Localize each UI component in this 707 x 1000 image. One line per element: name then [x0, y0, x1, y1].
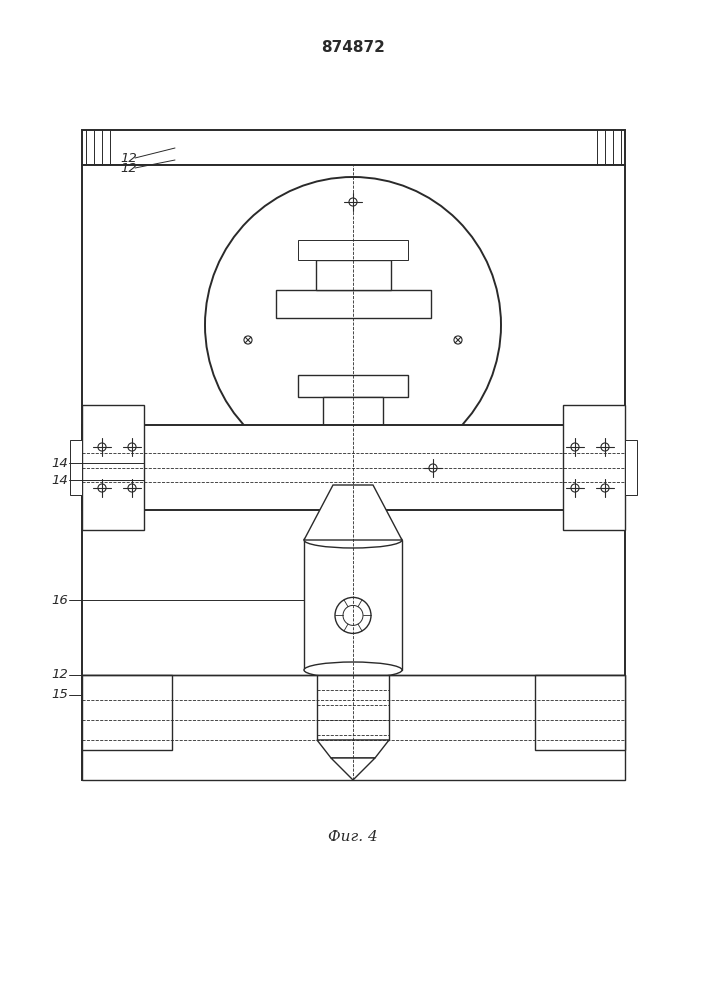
Bar	[82, 405, 144, 530]
Bar	[82, 675, 625, 780]
Text: 12: 12	[51, 668, 68, 682]
Text: 874872: 874872	[321, 39, 385, 54]
Bar	[535, 675, 625, 750]
Text: 14: 14	[51, 457, 68, 470]
Text: 16: 16	[51, 593, 68, 606]
Text: Фиг. 4: Фиг. 4	[328, 830, 378, 844]
Text: 12: 12	[120, 161, 136, 174]
Ellipse shape	[304, 662, 402, 678]
Bar	[323, 397, 383, 455]
Bar	[82, 425, 625, 510]
Bar	[304, 540, 402, 670]
Bar	[563, 405, 625, 530]
Bar	[317, 675, 389, 740]
Bar	[342, 455, 364, 485]
Text: 12: 12	[120, 151, 136, 164]
Bar	[82, 165, 625, 780]
Bar	[316, 260, 391, 290]
Polygon shape	[304, 485, 402, 540]
Bar	[82, 130, 625, 165]
Text: 14: 14	[51, 474, 68, 487]
Bar	[82, 675, 172, 750]
Polygon shape	[317, 740, 389, 758]
Ellipse shape	[304, 532, 402, 548]
Bar	[298, 375, 408, 397]
Polygon shape	[331, 758, 375, 780]
Bar	[298, 240, 408, 260]
Bar	[70, 440, 82, 495]
Bar	[276, 290, 431, 318]
Bar	[625, 440, 637, 495]
Text: 15: 15	[51, 688, 68, 702]
